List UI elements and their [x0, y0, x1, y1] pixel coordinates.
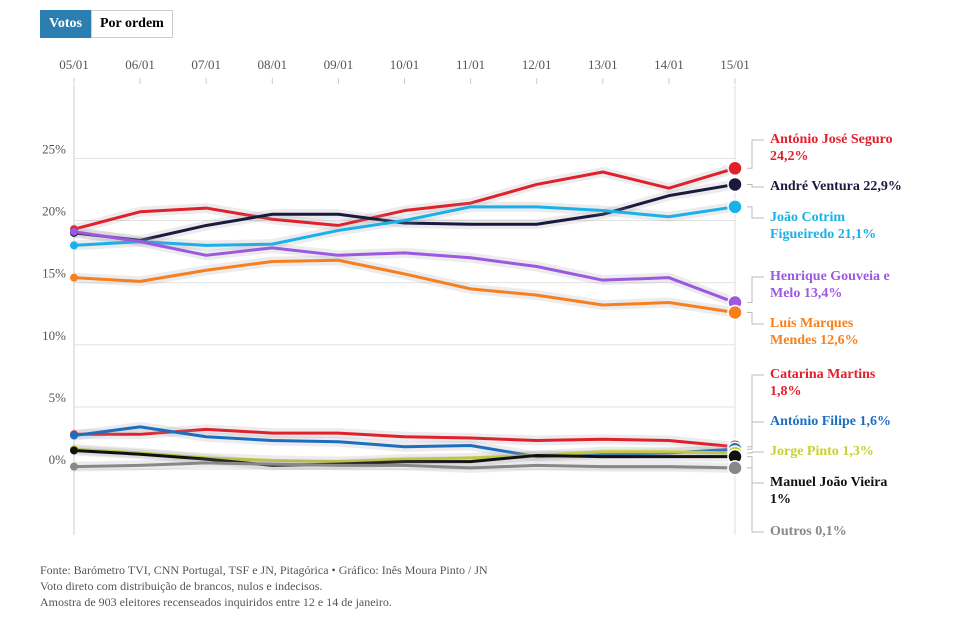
connector: [747, 421, 764, 450]
end-label: Luís Marques Mendes 12,6%: [770, 315, 882, 349]
series-name: Outros: [770, 524, 812, 539]
y-tick-label: 0%: [49, 452, 67, 467]
series-name: Jorge Pinto: [770, 444, 839, 459]
start-dot: [70, 446, 78, 455]
end-dot: [727, 199, 743, 215]
x-tick-label: 09/01: [324, 57, 354, 72]
y-tick-label: 15%: [42, 266, 66, 281]
chart: 0% 5% 10% 15% 20% 25% 05/01 06/01 07/01 08/01 09/0…: [42, 57, 764, 535]
end-dot: [727, 160, 743, 177]
x-tick-label: 05/01: [59, 57, 89, 72]
end-dot: [727, 460, 743, 476]
value-label: 1,6%: [859, 414, 891, 429]
series-line: [73, 425, 736, 459]
value-label: 1%: [770, 492, 791, 507]
value-label: 22,9%: [863, 179, 902, 194]
value-label: 1,3%: [842, 444, 874, 459]
series-line: [73, 258, 736, 314]
end-labels: António José Seguro 24,2% André Ventura 2…: [770, 131, 902, 540]
x-tick-label: 15/01: [720, 57, 750, 72]
connector: [747, 311, 764, 325]
series-line: [73, 448, 735, 467]
series-line: [74, 427, 736, 449]
button[interactable]: Votos: [40, 10, 91, 38]
series-line: [73, 205, 736, 247]
series-line: [73, 182, 736, 242]
series-name: Manuel João Vieira: [770, 475, 888, 490]
value-label: 0,1%: [815, 524, 847, 539]
end-label: Outros 0,1%: [770, 523, 902, 540]
connector: [747, 451, 764, 454]
series-name: André Ventura: [770, 179, 860, 194]
connector: [747, 139, 764, 169]
value-label: 12,6%: [820, 333, 859, 348]
x-tick-label: 13/01: [588, 57, 618, 72]
view-toggle: Votos Por ordem: [40, 10, 173, 38]
end-label: António José Seguro 24,2%: [770, 131, 902, 165]
x-tick-label: 08/01: [257, 57, 287, 72]
start-dot: [70, 227, 78, 236]
value-label: 21,1%: [837, 227, 877, 242]
y-tick-label: 5%: [49, 390, 67, 405]
series-name: João Cotrim Figueiredo: [770, 210, 846, 242]
connector: [747, 467, 764, 533]
start-dot: [70, 241, 78, 250]
y-tick-label: 20%: [42, 203, 66, 218]
end-dot: [727, 304, 743, 321]
connector: [747, 183, 764, 188]
series-name: António Filipe: [770, 414, 856, 429]
x-tick-label: 06/01: [125, 57, 155, 72]
end-label: Catarina Martins 1,8%: [770, 366, 898, 400]
x-tick-label: 12/01: [522, 57, 552, 72]
connector: [747, 276, 764, 304]
series-name: António José Seguro: [770, 132, 893, 147]
end-label: Jorge Pinto 1,3%: [770, 443, 902, 460]
end-label: André Ventura 22,9%: [770, 178, 902, 195]
value-label: 13,4%: [803, 286, 843, 301]
footer-line: Fonte: Barómetro TVI, CNN Portugal, TSF …: [40, 563, 488, 577]
x-tick-label: 10/01: [390, 57, 420, 72]
x-tick-label: 07/01: [191, 57, 221, 72]
series-name: Luís Marques Mendes: [770, 316, 854, 348]
series-name: Henrique Gouveia e Melo: [770, 269, 890, 301]
footer-line: Amostra de 903 eleitores recenseados inq…: [40, 595, 392, 609]
start-dot: [70, 273, 78, 282]
connector: [747, 374, 764, 448]
button[interactable]: Por ordem: [90, 10, 173, 38]
end-dot: [727, 176, 743, 193]
end-label: João Cotrim Figueiredo 21,1%: [770, 209, 892, 243]
series-name: Catarina Martins: [770, 367, 876, 382]
y-tick-label: 10%: [42, 328, 66, 343]
end-label: Henrique Gouveia e Melo 13,4%: [770, 268, 902, 302]
end-label: Manuel João Vieira 1%: [770, 474, 902, 508]
series-line: [73, 461, 736, 470]
x-tick-label: 14/01: [654, 57, 684, 72]
series-line: [73, 166, 736, 231]
x-tick-label: 11/01: [456, 57, 485, 72]
footer-line: Voto direto com distribuição de brancos,…: [40, 579, 323, 593]
value-label: 24,2%: [770, 149, 809, 164]
start-dot: [70, 431, 78, 440]
connector: [747, 206, 764, 219]
series-line: [73, 230, 736, 304]
footer: Fonte: Barómetro TVI, CNN Portugal, TSF …: [40, 562, 488, 610]
value-label: 1,8%: [770, 384, 802, 399]
end-label: António Filipe 1,6%: [770, 413, 902, 430]
start-dot: [70, 462, 78, 471]
y-tick-label: 25%: [42, 141, 66, 156]
